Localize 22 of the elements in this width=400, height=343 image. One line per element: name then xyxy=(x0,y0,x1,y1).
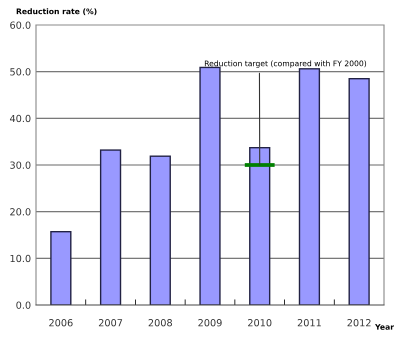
x-tick-label: 2008 xyxy=(148,319,172,326)
y-tick-label: 60.0 xyxy=(10,21,30,29)
bar xyxy=(298,68,320,305)
x-tick-label: 2011 xyxy=(298,319,321,326)
x-tick-label: 2007 xyxy=(98,319,122,326)
bar xyxy=(249,147,270,305)
y-tick-label: 0.0 xyxy=(16,301,30,309)
bar xyxy=(50,231,72,305)
y-tick-label: 10.0 xyxy=(10,254,30,262)
bar xyxy=(348,78,370,305)
y-tick-label: 40.0 xyxy=(10,114,30,122)
bar xyxy=(150,155,171,305)
y-tick-label: 50.0 xyxy=(10,68,30,76)
bar xyxy=(100,149,122,305)
bar xyxy=(244,163,275,167)
bar xyxy=(199,66,221,305)
x-tick-label: 2010 xyxy=(248,319,272,326)
x-tick-label: 2006 xyxy=(49,319,73,326)
x-tick-label: 2012 xyxy=(347,319,371,326)
y-tick-label: 30.0 xyxy=(10,161,30,169)
y-tick-label: 20.0 xyxy=(10,208,30,216)
x-tick-label: 2009 xyxy=(198,319,222,326)
